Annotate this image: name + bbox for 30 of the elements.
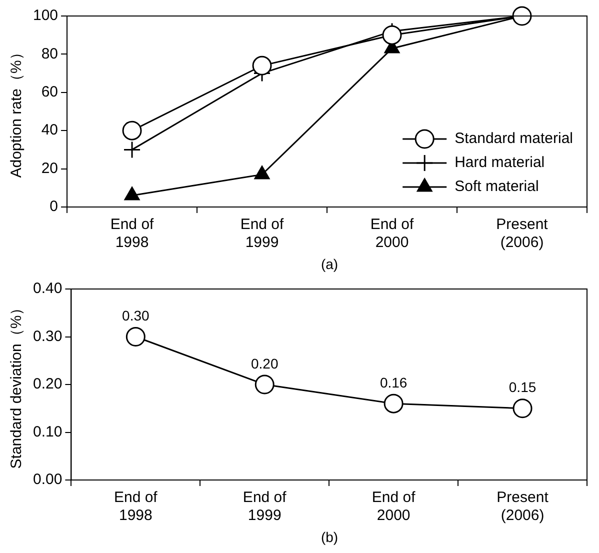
y-tick-label: 0.00	[32, 471, 62, 488]
y-tick-label: 20	[41, 160, 58, 177]
y-tick-label: 0	[50, 198, 58, 216]
data-label: 0.15	[508, 379, 536, 396]
y-tick-label: 0.10	[32, 423, 62, 440]
x-tick-label: End of 2000	[372, 489, 416, 524]
text: (a)	[320, 255, 340, 273]
y-tick-label: 80	[41, 45, 58, 62]
text: (b)	[320, 528, 340, 546]
y-tick-label: 40	[41, 122, 58, 139]
x-tick-label: End of 2000	[370, 216, 415, 252]
y-axis-title: Adoption rate（%）	[8, 45, 26, 178]
data-label: 0.16	[380, 374, 408, 390]
data-label: 0.20	[250, 355, 278, 372]
legend-label: Standard material	[454, 130, 574, 148]
y-tick-label: 0.20	[32, 376, 62, 393]
x-tick-label: End of 1998	[110, 216, 155, 252]
data-label: 0.30	[122, 308, 150, 324]
x-tick-label: End of 1998	[114, 489, 158, 524]
y-tick-label: 0.40	[32, 280, 62, 298]
y-axis-title: Standard deviation（%）	[8, 300, 26, 469]
y-tick-label: 60	[41, 84, 58, 101]
x-tick-label: End of 1999	[240, 216, 285, 252]
y-tick-label: 0.30	[32, 328, 62, 345]
x-tick-label: End of 1999	[242, 489, 288, 524]
legend-label: Hard material	[454, 154, 545, 172]
y-tick-label: 100	[32, 7, 58, 24]
x-tick-label: Present (2006)	[496, 489, 550, 524]
legend-label: Soft material	[454, 178, 539, 196]
x-tick-label: Present (2006)	[496, 216, 549, 252]
